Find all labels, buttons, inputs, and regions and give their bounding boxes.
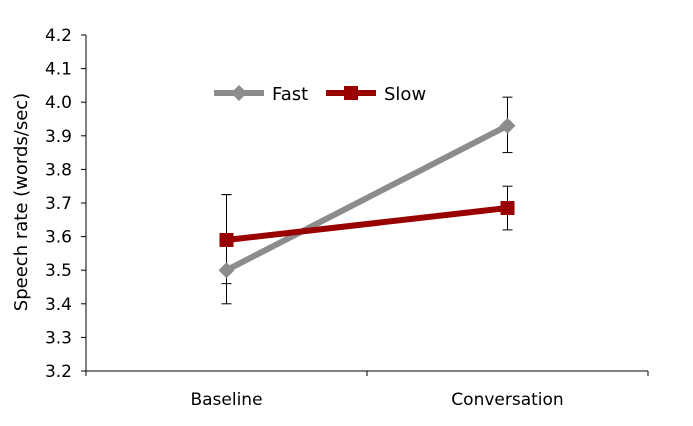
series-line-fast	[225, 123, 509, 273]
plot-area	[218, 96, 516, 305]
x-tick-label: Baseline	[190, 390, 262, 410]
y-axis-title: Speech rate (words/sec)	[11, 93, 32, 311]
y-tick-label: 3.9	[45, 127, 72, 147]
data-point-fast	[499, 117, 516, 134]
data-point-fast	[218, 262, 235, 279]
y-tick-label: 3.8	[45, 160, 72, 180]
y-tick-label: 3.3	[45, 328, 72, 348]
x-tick-label: Conversation	[451, 390, 563, 410]
y-tick-label: 3.7	[45, 194, 72, 214]
y-tick-label: 3.5	[45, 261, 72, 281]
legend-marker	[231, 85, 247, 101]
legend-label: Fast	[272, 84, 308, 105]
y-tick-label: 4.1	[45, 60, 72, 80]
series-line-slow	[226, 205, 508, 243]
y-tick-label: 4.0	[45, 93, 72, 113]
data-point-slow	[500, 201, 515, 216]
legend: Fast Slow	[214, 84, 426, 105]
y-tick-label: 3.6	[45, 228, 72, 248]
legend-marker	[344, 86, 358, 100]
y-tick-label: 4.2	[45, 26, 72, 46]
axes: 3.2 3.3 3.4 3.5 3.6 3.7 3.8 3.9 4.0 4.1 4.2 Baselin…	[45, 26, 649, 410]
y-tick-label: 3.2	[45, 362, 72, 382]
data-point-slow	[219, 232, 234, 247]
legend-label: Slow	[384, 84, 426, 105]
y-tick-label: 3.4	[45, 295, 72, 315]
